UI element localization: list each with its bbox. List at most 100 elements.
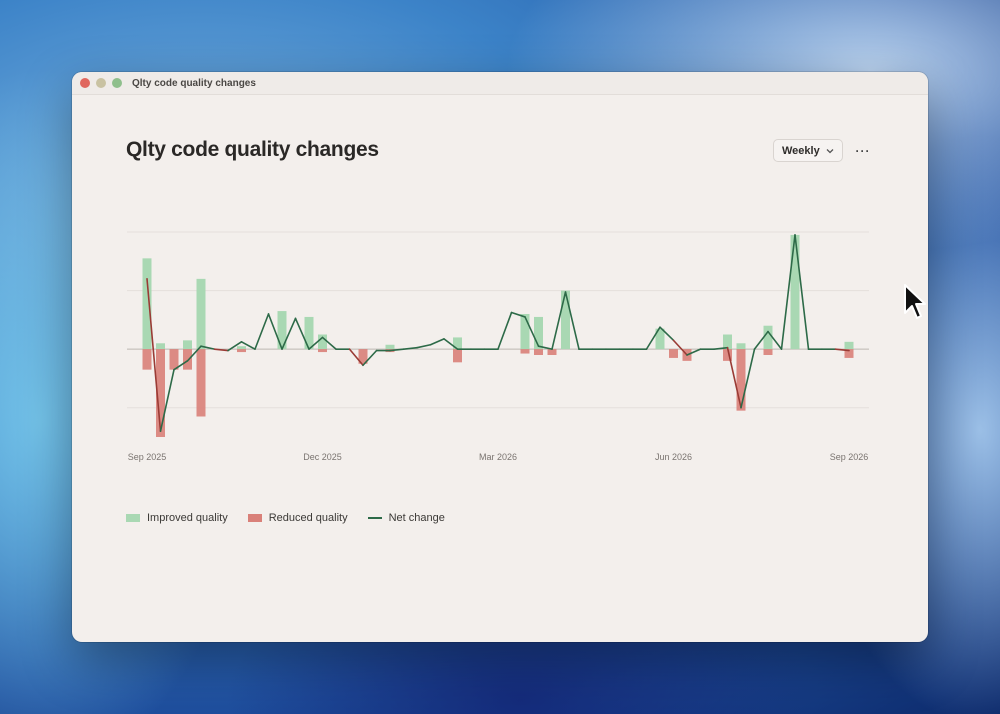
reduced-bar	[237, 349, 246, 353]
net-line-segment	[173, 360, 189, 371]
improved-bar	[520, 314, 530, 350]
net-line-segment	[294, 317, 310, 350]
window-titlebar: Qlty code quality changes	[72, 72, 928, 95]
x-tick-label: Sep 2025	[128, 452, 167, 462]
legend-label-improved: Improved quality	[147, 512, 228, 524]
reduced-bar	[547, 349, 557, 355]
close-window-button[interactable]	[80, 78, 90, 88]
net-line-segment	[186, 345, 202, 362]
reduced-bar	[534, 349, 543, 355]
net-line-segment	[362, 349, 378, 367]
x-tick-label: Jun 2026	[655, 452, 692, 462]
net-line-segment	[348, 348, 364, 367]
net-line-segment	[645, 326, 661, 350]
net-line-segment	[389, 348, 405, 352]
improved-bar	[318, 334, 327, 350]
improved-bar	[196, 278, 206, 350]
improved-bar	[723, 334, 732, 350]
reduced-bar	[318, 349, 327, 353]
net-line-segment	[713, 346, 729, 350]
legend-label-reduced: Reduced quality	[268, 512, 348, 524]
net-line-segment	[416, 343, 432, 349]
chart-net-line	[146, 234, 850, 432]
net-line-segment	[834, 348, 850, 352]
net-line-segment	[146, 278, 162, 432]
x-tick-label: Sep 2026	[830, 452, 869, 462]
reduced-bar	[669, 349, 678, 358]
reduced-bar	[520, 349, 530, 354]
improved-bar	[156, 343, 165, 350]
improved-bar	[277, 311, 287, 350]
legend-item-reduced[interactable]: Reduced quality	[247, 512, 348, 524]
net-line-segment	[659, 326, 675, 342]
chart-bars	[142, 234, 854, 437]
reduced-bar	[844, 349, 854, 358]
legend-item-improved[interactable]: Improved quality	[126, 512, 228, 524]
period-select[interactable]: Weekly	[773, 139, 843, 162]
net-line-segment	[510, 311, 526, 318]
improved-bar	[534, 316, 543, 350]
net-line-segment	[240, 341, 256, 350]
more-horizontal-icon: ···	[855, 144, 871, 158]
reduced-bar	[763, 349, 773, 355]
improved-bar	[142, 258, 152, 350]
x-tick-label: Dec 2025	[303, 452, 342, 462]
improved-bar	[763, 325, 773, 350]
mouse-pointer-icon	[904, 284, 926, 319]
improved-bar	[304, 316, 314, 350]
net-line-segment	[564, 291, 580, 350]
net-line-segment	[267, 313, 283, 350]
app-window: Qlty code quality changes Qlty code qual…	[72, 72, 928, 642]
net-line-segment	[213, 348, 229, 352]
reduced-bar	[453, 349, 462, 363]
period-select-value: Weekly	[782, 144, 820, 157]
legend-swatch-reduced	[247, 514, 262, 522]
net-line-segment	[497, 311, 513, 350]
legend-swatch-net	[367, 517, 382, 519]
net-line-segment	[753, 330, 769, 350]
maximize-window-button[interactable]	[112, 78, 122, 88]
reduced-bar	[169, 349, 179, 370]
reduced-bar	[183, 349, 192, 370]
reduced-bar	[736, 349, 746, 411]
reduced-bar	[723, 349, 732, 361]
net-line-segment	[200, 345, 216, 350]
net-line-segment	[524, 316, 540, 348]
chevron-down-icon	[826, 146, 834, 156]
net-line-segment	[402, 346, 418, 350]
legend-label-net: Net change	[388, 512, 445, 524]
quality-chart: Sep 2025 Dec 2025 Mar 2026 Jun 2026 Sep 2026	[127, 231, 869, 462]
reduced-bar	[358, 349, 368, 364]
reduced-bar	[196, 349, 206, 417]
improved-bar	[453, 337, 462, 350]
chart-x-ticks: Sep 2025 Dec 2025 Mar 2026 Jun 2026 Sep 2026	[128, 452, 869, 462]
improved-bar	[385, 344, 395, 350]
improved-bar	[655, 328, 665, 350]
improved-bar	[736, 343, 746, 350]
page-title: Qlty code quality changes	[126, 138, 379, 161]
net-line-segment	[794, 234, 810, 350]
net-line-segment	[551, 291, 567, 350]
net-line-segment	[740, 348, 756, 409]
legend-item-net[interactable]: Net change	[367, 512, 445, 524]
net-line-segment	[672, 339, 688, 356]
improved-bar	[183, 340, 192, 350]
net-line-segment	[321, 336, 337, 350]
chart-grid	[127, 231, 869, 409]
window-controls	[80, 78, 122, 88]
improved-bar	[237, 346, 246, 350]
improved-bar	[561, 290, 570, 350]
improved-bar	[844, 341, 854, 350]
chart-legend: Improved quality Reduced quality Net cha…	[126, 512, 445, 524]
minimize-window-button[interactable]	[96, 78, 106, 88]
reduced-bar	[142, 349, 152, 370]
more-options-button[interactable]: ···	[854, 142, 872, 160]
x-tick-label: Mar 2026	[479, 452, 517, 462]
window-title: Qlty code quality changes	[132, 77, 256, 89]
net-line-segment	[227, 341, 243, 352]
reduced-bar	[156, 349, 165, 437]
net-line-segment	[429, 338, 445, 346]
net-line-segment	[308, 336, 324, 350]
net-line-segment	[686, 348, 702, 356]
improved-bar	[790, 234, 800, 350]
